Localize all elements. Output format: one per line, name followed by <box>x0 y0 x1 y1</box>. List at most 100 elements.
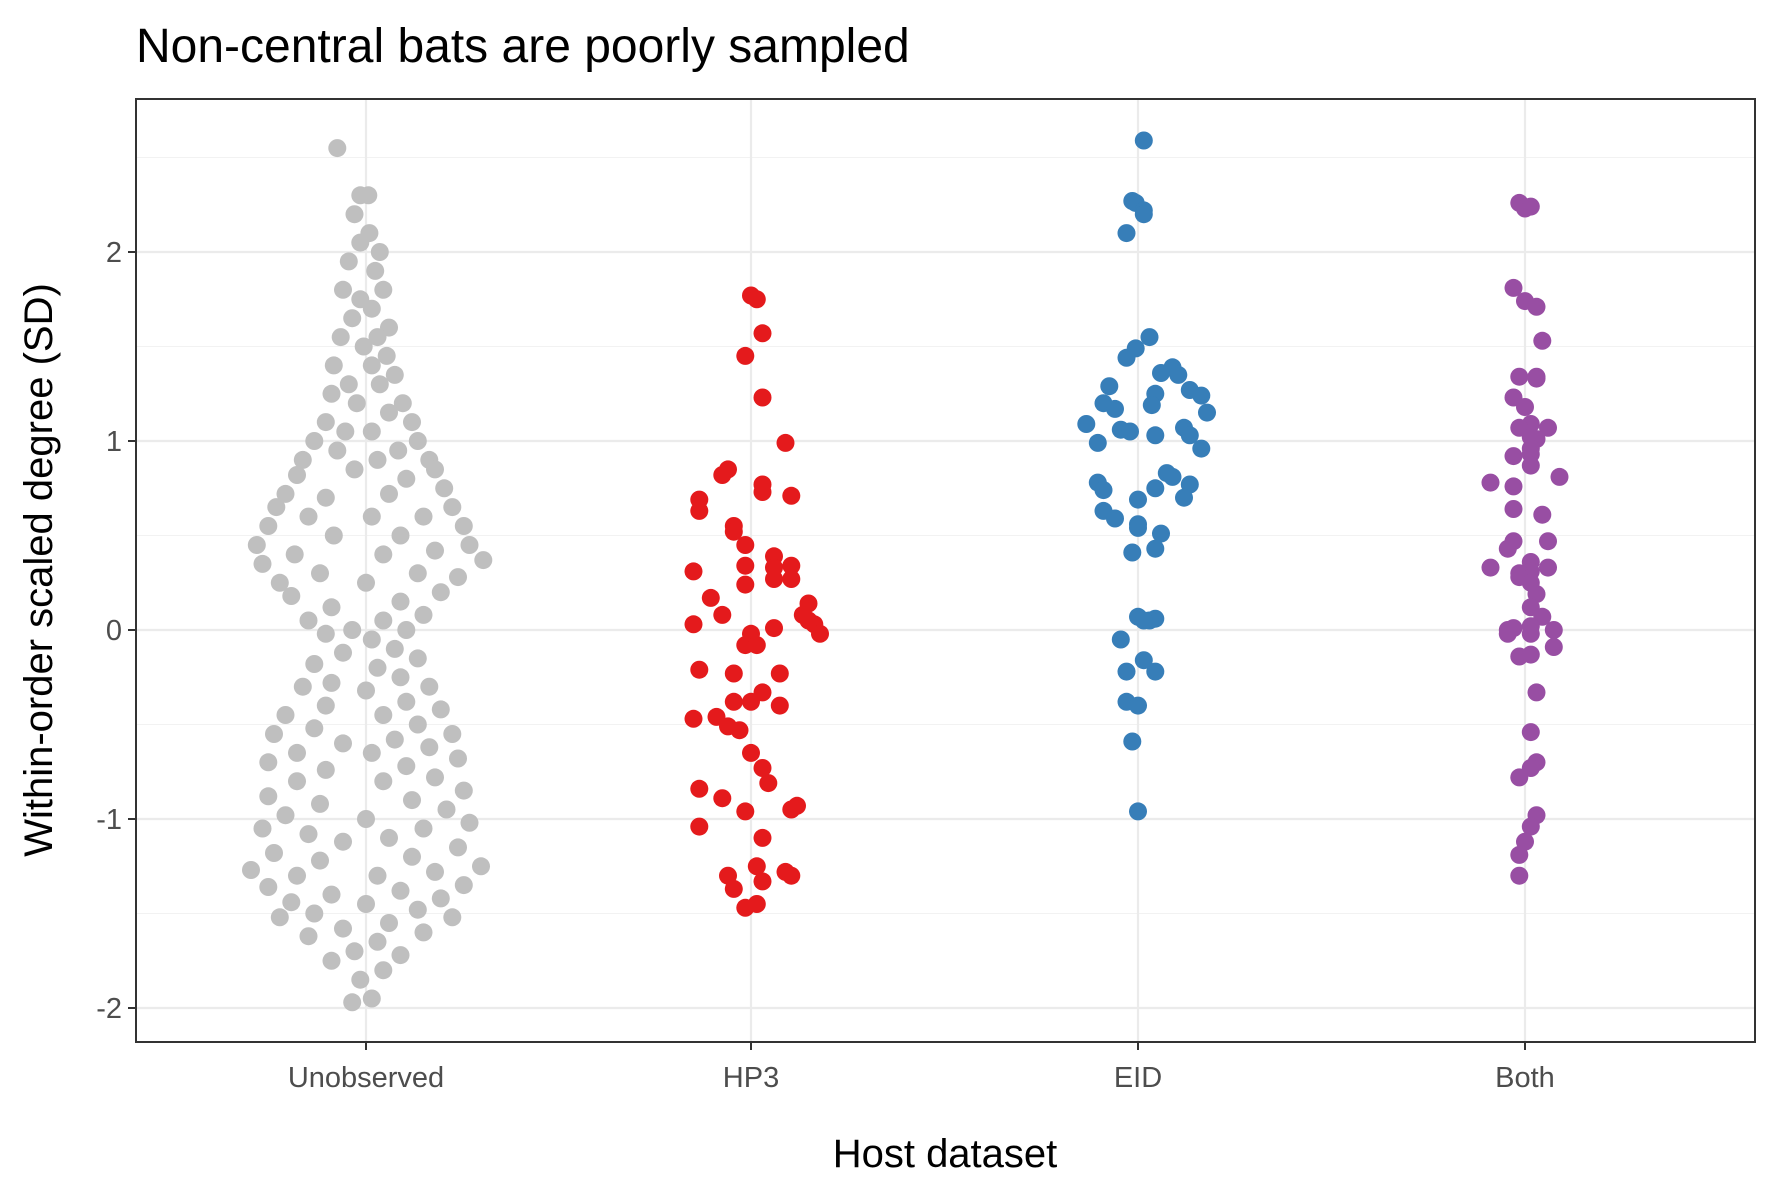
data-point-both <box>1539 532 1557 551</box>
data-point-unobserved <box>311 794 329 813</box>
data-point-hp3 <box>690 501 709 520</box>
data-point-eid <box>1146 479 1165 498</box>
data-point-eid <box>1129 802 1147 821</box>
data-point-unobserved <box>374 706 393 724</box>
data-point-unobserved <box>380 484 398 503</box>
data-point-unobserved <box>391 526 410 545</box>
data-point-hp3 <box>690 817 709 836</box>
data-point-unobserved <box>370 243 389 261</box>
data-point-unobserved <box>443 908 462 927</box>
data-point-unobserved <box>397 621 416 639</box>
data-point-unobserved <box>437 800 456 819</box>
data-point-hp3 <box>713 789 732 808</box>
data-point-unobserved <box>328 139 347 158</box>
data-point-unobserved <box>366 261 385 280</box>
data-point-eid <box>1121 422 1139 441</box>
data-point-hp3 <box>684 615 703 634</box>
data-point-both <box>1504 500 1523 518</box>
data-point-eid <box>1146 426 1165 445</box>
data-point-unobserved <box>253 554 272 573</box>
data-point-eid <box>1117 348 1136 367</box>
data-point-unobserved <box>426 862 444 881</box>
data-point-hp3 <box>747 290 766 309</box>
y-axis-title: Within-order scaled degree (SD) <box>17 283 61 857</box>
x-axis-title: Host dataset <box>833 1132 1058 1176</box>
data-point-unobserved <box>270 573 289 592</box>
data-point-both <box>1510 845 1529 864</box>
data-point-eid <box>1106 509 1124 528</box>
data-point-hp3 <box>788 796 806 815</box>
data-point-unobserved <box>293 677 312 696</box>
data-point-unobserved <box>435 479 454 498</box>
data-point-both <box>1527 297 1546 316</box>
data-point-both <box>1504 477 1523 496</box>
data-point-hp3 <box>713 466 732 484</box>
data-point-unobserved <box>368 450 387 469</box>
data-point-eid <box>1117 662 1136 681</box>
data-point-unobserved <box>311 564 329 583</box>
data-point-unobserved <box>253 819 272 838</box>
data-point-eid <box>1111 630 1130 649</box>
data-point-unobserved <box>374 772 393 791</box>
data-point-unobserved <box>265 725 283 743</box>
data-point-eid <box>1163 467 1182 486</box>
data-point-hp3 <box>736 898 755 917</box>
data-point-unobserved <box>345 460 364 479</box>
data-point-unobserved <box>374 280 393 299</box>
data-point-unobserved <box>347 394 366 413</box>
data-point-unobserved <box>374 611 393 630</box>
data-point-unobserved <box>345 942 364 961</box>
data-point-both <box>1521 723 1540 742</box>
data-point-unobserved <box>408 564 427 583</box>
data-point-unobserved <box>403 791 421 810</box>
data-point-unobserved <box>460 813 479 832</box>
data-point-unobserved <box>380 828 398 847</box>
data-point-eid <box>1088 433 1107 452</box>
data-point-unobserved <box>368 328 387 347</box>
data-point-both <box>1498 624 1517 643</box>
data-point-unobserved <box>420 738 439 757</box>
data-point-unobserved <box>311 851 329 870</box>
data-point-both <box>1544 621 1563 639</box>
data-point-unobserved <box>334 919 352 938</box>
data-point-unobserved <box>474 551 493 570</box>
y-tick-label: 2 <box>106 237 122 269</box>
data-point-hp3 <box>724 522 743 541</box>
data-point-unobserved <box>377 346 396 365</box>
data-point-unobserved <box>414 605 433 624</box>
data-point-both <box>1498 539 1517 558</box>
data-point-unobserved <box>322 384 341 403</box>
data-point-eid <box>1169 365 1188 384</box>
data-point-eid <box>1198 403 1216 422</box>
chart-title: Non-central bats are poorly sampled <box>136 20 910 73</box>
data-point-hp3 <box>736 536 755 554</box>
data-point-unobserved <box>420 677 439 696</box>
data-point-unobserved <box>408 715 427 734</box>
data-point-hp3 <box>811 624 829 643</box>
data-point-eid <box>1129 518 1147 537</box>
data-point-unobserved <box>426 768 444 787</box>
data-point-unobserved <box>408 649 427 668</box>
data-point-both <box>1481 558 1500 577</box>
data-point-unobserved <box>391 881 410 900</box>
data-point-hp3 <box>690 779 709 798</box>
data-point-unobserved <box>343 993 362 1012</box>
data-point-unobserved <box>299 611 318 630</box>
data-point-unobserved <box>391 946 410 965</box>
data-point-unobserved <box>374 545 393 564</box>
data-point-unobserved <box>362 356 381 375</box>
x-tick-label: Both <box>1495 1062 1555 1094</box>
data-point-unobserved <box>414 819 433 838</box>
data-point-unobserved <box>354 337 373 356</box>
data-point-hp3 <box>782 486 801 505</box>
data-point-unobserved <box>265 844 283 862</box>
data-point-unobserved <box>293 450 312 469</box>
data-point-both <box>1504 447 1523 466</box>
data-point-unobserved <box>374 961 393 980</box>
data-point-unobserved <box>357 573 375 592</box>
data-point-unobserved <box>414 507 433 526</box>
data-point-hp3 <box>736 802 755 821</box>
data-point-unobserved <box>270 908 289 927</box>
data-point-eid <box>1123 543 1142 562</box>
data-point-unobserved <box>385 639 404 658</box>
